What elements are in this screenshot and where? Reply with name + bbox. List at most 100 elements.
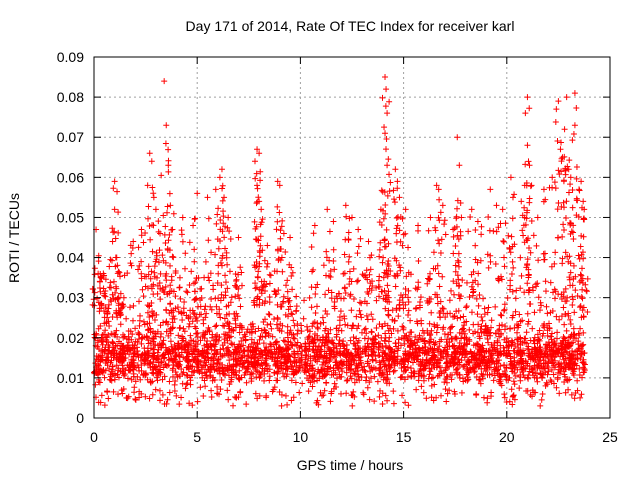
data-point xyxy=(509,393,516,400)
data-point xyxy=(420,389,427,396)
data-point xyxy=(565,334,572,341)
data-point xyxy=(260,360,267,367)
data-point xyxy=(379,259,386,266)
data-point xyxy=(554,376,561,383)
data-point xyxy=(141,356,148,363)
data-point xyxy=(396,194,403,201)
data-point xyxy=(427,345,434,352)
data-point xyxy=(178,394,185,401)
data-point xyxy=(110,278,117,285)
data-point xyxy=(254,295,261,302)
data-point xyxy=(191,258,198,265)
data-point xyxy=(551,341,558,348)
data-point xyxy=(284,334,291,341)
data-point xyxy=(391,199,398,206)
data-point xyxy=(257,221,264,228)
data-point xyxy=(568,228,575,235)
data-point xyxy=(293,293,300,300)
data-point xyxy=(158,172,165,179)
data-point xyxy=(559,345,566,352)
data-point xyxy=(211,357,218,364)
data-point xyxy=(521,374,528,381)
data-point xyxy=(426,339,433,346)
data-point xyxy=(449,342,456,349)
data-point xyxy=(515,322,522,329)
data-point xyxy=(243,329,250,336)
data-point xyxy=(445,331,452,338)
data-point xyxy=(252,390,259,397)
data-point xyxy=(233,394,240,401)
data-point xyxy=(463,303,470,310)
data-point xyxy=(476,333,483,340)
data-point xyxy=(524,280,531,287)
data-point xyxy=(400,305,407,312)
data-point xyxy=(361,326,368,333)
data-point xyxy=(152,386,159,393)
x-tick-label: 0 xyxy=(90,429,98,445)
data-point xyxy=(437,350,444,357)
data-point xyxy=(128,336,135,343)
data-point xyxy=(382,201,389,208)
data-point xyxy=(151,316,158,323)
data-point xyxy=(569,137,576,144)
data-point xyxy=(546,184,553,191)
data-point xyxy=(266,294,273,301)
data-point xyxy=(220,331,227,338)
data-point xyxy=(368,375,375,382)
data-point xyxy=(384,292,391,299)
data-point xyxy=(256,374,263,381)
data-point xyxy=(151,263,158,270)
data-point xyxy=(156,247,163,254)
data-point xyxy=(534,331,541,338)
data-point xyxy=(156,368,163,375)
data-point xyxy=(405,402,412,409)
data-point xyxy=(555,98,562,105)
data-point xyxy=(565,310,572,317)
data-point xyxy=(346,253,353,260)
data-point xyxy=(571,309,578,316)
data-point xyxy=(544,332,551,339)
data-point xyxy=(379,390,386,397)
data-point xyxy=(205,215,212,222)
data-point xyxy=(497,351,504,358)
data-point xyxy=(578,314,585,321)
data-point xyxy=(323,272,330,279)
data-point xyxy=(415,222,422,229)
data-point xyxy=(110,347,117,354)
data-point xyxy=(222,245,229,252)
data-point xyxy=(101,290,108,297)
data-point xyxy=(431,364,438,371)
data-point xyxy=(263,347,270,354)
data-point xyxy=(223,303,230,310)
data-point xyxy=(524,256,531,263)
data-point xyxy=(224,224,231,231)
data-point xyxy=(481,305,488,312)
data-point xyxy=(168,273,175,280)
data-point xyxy=(252,175,259,182)
data-point xyxy=(371,336,378,343)
data-point xyxy=(248,340,255,347)
data-point xyxy=(556,316,563,323)
data-point xyxy=(395,345,402,352)
data-point xyxy=(556,370,563,377)
data-point xyxy=(454,272,461,279)
data-point xyxy=(394,185,401,192)
data-point xyxy=(214,279,221,286)
data-point xyxy=(405,269,412,276)
data-point xyxy=(202,383,209,390)
data-point xyxy=(222,371,229,378)
data-point xyxy=(102,276,109,283)
data-point xyxy=(210,374,217,381)
data-point xyxy=(132,338,139,345)
data-point xyxy=(263,392,270,399)
data-point xyxy=(443,398,450,405)
data-point xyxy=(376,352,383,359)
data-point xyxy=(108,373,115,380)
data-point xyxy=(466,293,473,300)
data-point xyxy=(501,263,508,270)
data-point xyxy=(256,249,263,256)
data-point xyxy=(487,364,494,371)
data-point xyxy=(455,250,462,257)
data-point xyxy=(314,281,321,288)
data-point xyxy=(454,257,461,264)
